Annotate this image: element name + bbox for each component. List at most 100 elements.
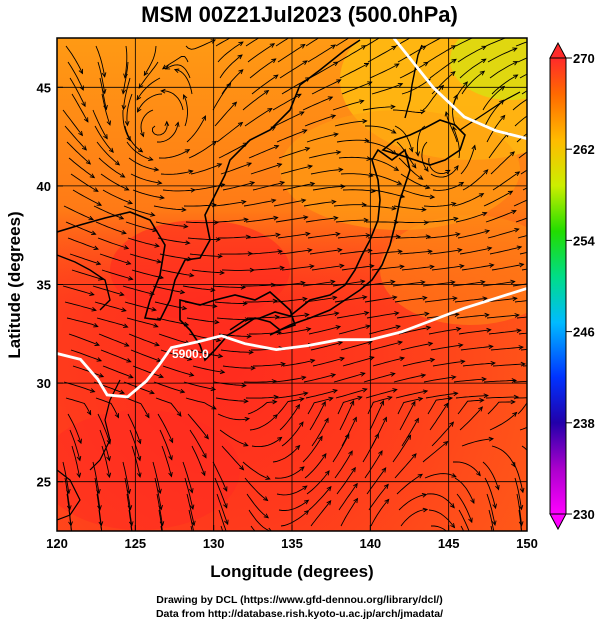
- streamline-arrowhead: [544, 228, 549, 232]
- streamline-arrowhead: [114, 160, 121, 166]
- streamline: [398, 494, 427, 511]
- streamline-arrowhead: [362, 295, 368, 300]
- streamline-arrowhead: [335, 325, 342, 330]
- streamline-arrowhead: [361, 202, 368, 208]
- streamline: [159, 253, 192, 260]
- streamline: [395, 390, 428, 399]
- streamline: [280, 510, 309, 527]
- x-tick-label: 145: [438, 536, 460, 551]
- streamline: [154, 301, 187, 310]
- streamline-arrowhead: [219, 369, 226, 375]
- streamline-arrowhead: [210, 39, 217, 44]
- streamline-arrowhead: [544, 395, 548, 399]
- streamline-arrowhead: [337, 340, 344, 346]
- streamline: [140, 109, 154, 137]
- streamline: [279, 249, 312, 255]
- streamline: [338, 156, 371, 160]
- streamline-arrowhead: [239, 465, 245, 471]
- streamline-arrowhead: [189, 372, 195, 377]
- streamline: [217, 413, 250, 421]
- streamline-arrowhead: [139, 131, 145, 138]
- streamline-arrowhead: [78, 130, 84, 137]
- streamline: [129, 253, 161, 263]
- streamline: [309, 249, 342, 255]
- streamline-arrowhead: [423, 61, 429, 67]
- streamline-arrowhead: [138, 83, 144, 89]
- streamline: [69, 77, 86, 107]
- streamline-arrowhead: [383, 483, 389, 489]
- streamline-arrowhead: [114, 413, 119, 419]
- streamline: [518, 332, 527, 335]
- streamline-arrowhead: [324, 470, 330, 476]
- streamline: [396, 141, 417, 169]
- streamline: [143, 45, 157, 76]
- streamline-arrowhead: [330, 114, 337, 119]
- streamline-arrowhead: [151, 306, 157, 312]
- streamline: [128, 157, 159, 171]
- streamline: [279, 60, 308, 79]
- streamline-arrowhead: [450, 45, 457, 50]
- streamline: [183, 94, 188, 127]
- streamline: [425, 392, 458, 399]
- streamline: [426, 493, 455, 508]
- streamline-arrowhead: [187, 356, 193, 361]
- streamline: [212, 285, 245, 288]
- streamline-arrowhead: [159, 195, 165, 200]
- streamline-arrowhead: [450, 71, 456, 76]
- streamline: [165, 64, 191, 79]
- streamline-arrowhead: [150, 212, 156, 217]
- streamline: [278, 328, 311, 335]
- streamline-arrowhead: [302, 129, 308, 134]
- streamline-arrowhead: [392, 388, 398, 393]
- streamline-arrowhead: [429, 357, 436, 363]
- streamline-arrowhead: [363, 217, 369, 223]
- streamline-arrowhead: [273, 74, 279, 80]
- streamline-arrowhead: [79, 85, 84, 91]
- streamline: [392, 281, 425, 287]
- streamline: [218, 509, 227, 531]
- streamline-arrowhead: [444, 110, 450, 117]
- wind-streamlines: [62, 30, 549, 557]
- streamline: [152, 121, 168, 136]
- streamline-arrowhead: [302, 296, 308, 302]
- streamline: [96, 317, 128, 328]
- streamline: [457, 45, 487, 63]
- streamline: [335, 38, 350, 47]
- streamline-arrowhead: [491, 520, 497, 527]
- streamline-arrowhead: [303, 215, 309, 220]
- streamline: [516, 316, 527, 319]
- streamline: [302, 96, 333, 111]
- streamline-arrowhead: [106, 456, 111, 462]
- streamline: [95, 397, 119, 418]
- streamline: [214, 301, 247, 305]
- streamline: [457, 230, 490, 239]
- streamline: [126, 93, 133, 126]
- streamline-arrowhead: [318, 435, 323, 441]
- streamline-arrowhead: [123, 245, 130, 250]
- streamline: [401, 266, 434, 271]
- streamline: [518, 509, 522, 531]
- streamline: [221, 445, 244, 471]
- streamline: [488, 509, 495, 531]
- streamline: [394, 297, 427, 303]
- streamline-arrowhead: [163, 553, 167, 557]
- streamline: [303, 374, 336, 383]
- streamline-arrowhead: [471, 551, 475, 556]
- streamline-arrowhead: [540, 410, 544, 415]
- streamline-arrowhead: [453, 391, 459, 397]
- streamline-arrowhead: [391, 129, 397, 134]
- streamline-arrowhead: [417, 473, 423, 479]
- streamline: [488, 329, 521, 335]
- streamline: [132, 189, 164, 199]
- streamline: [370, 173, 402, 185]
- streamline-arrowhead: [419, 30, 424, 34]
- streamline-arrowhead: [263, 496, 269, 502]
- streamline-arrowhead: [510, 279, 516, 285]
- streamline: [367, 45, 397, 63]
- streamline: [487, 401, 515, 415]
- streamline: [455, 395, 488, 399]
- streamline: [65, 221, 96, 235]
- streamline-arrowhead: [418, 175, 424, 180]
- streamline: [212, 83, 231, 111]
- streamline-arrowhead: [479, 397, 485, 403]
